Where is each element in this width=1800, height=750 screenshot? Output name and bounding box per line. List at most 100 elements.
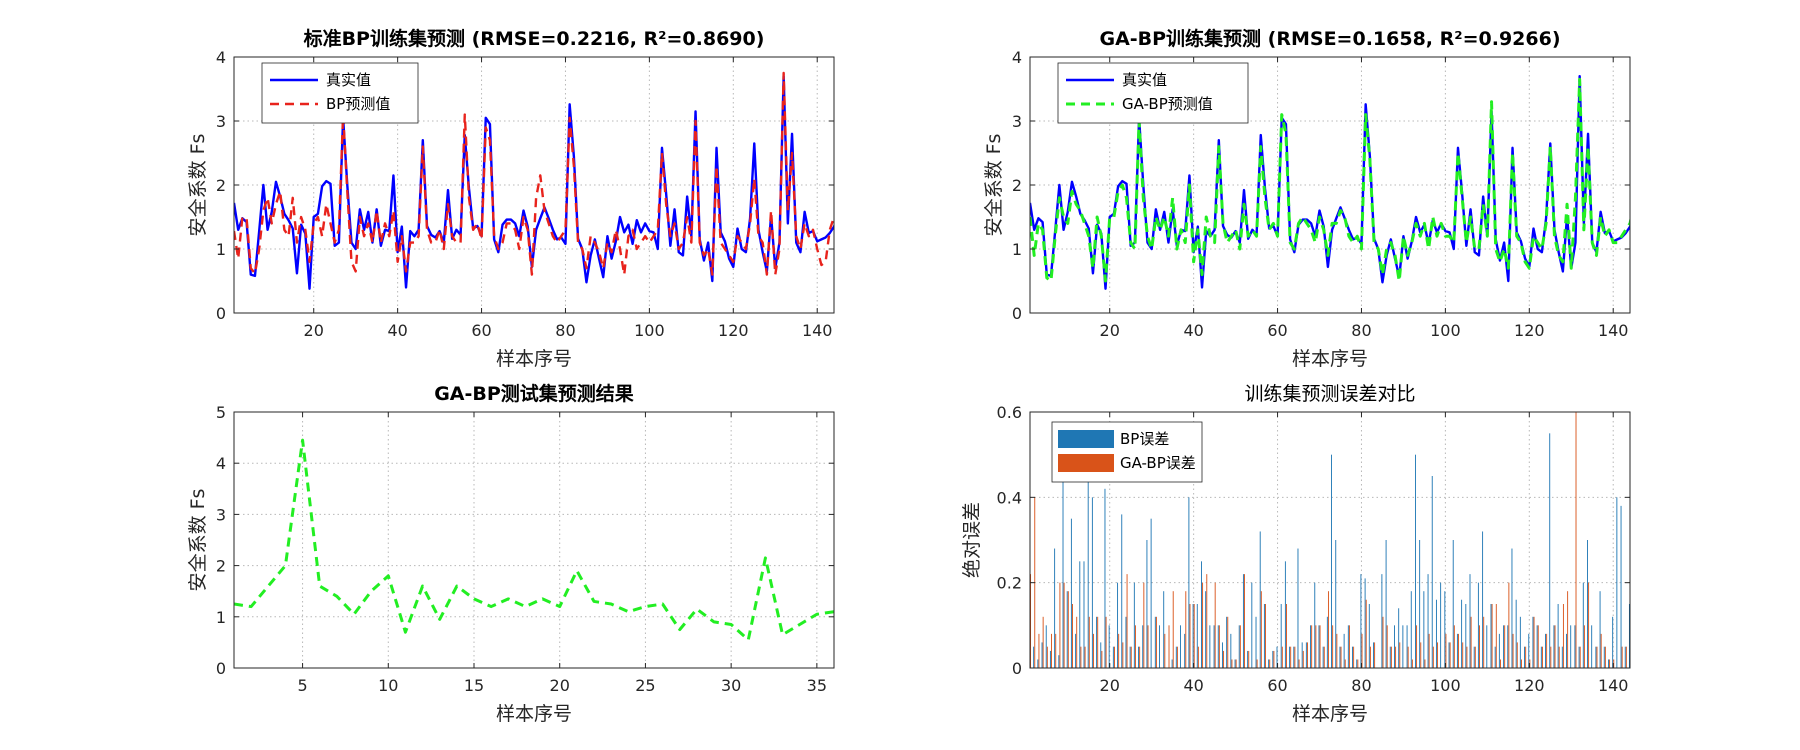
x-tick-label: 10	[378, 676, 398, 695]
y-tick-label: 0.6	[997, 403, 1022, 422]
bar-bp	[1335, 540, 1337, 668]
bar-gabp	[1063, 582, 1065, 668]
bar-gabp	[1239, 625, 1241, 668]
bar-bp	[1473, 646, 1475, 668]
bar-gabp	[1483, 616, 1485, 668]
series-line-2	[1030, 77, 1630, 283]
bar-gabp	[1399, 642, 1401, 668]
bar-bp	[1129, 646, 1131, 668]
bar-gabp	[1072, 604, 1073, 668]
bar-gabp	[1273, 650, 1275, 668]
bar-bp	[1242, 574, 1244, 668]
bar-gabp	[1533, 616, 1535, 668]
bar-gabp	[1474, 646, 1476, 668]
bar-bp	[1561, 646, 1563, 668]
x-tick-label: 100	[634, 321, 665, 340]
y-tick-label: 4	[216, 454, 226, 473]
bar-gabp	[1126, 574, 1128, 668]
bar-gabp	[1134, 625, 1136, 668]
bar-bp	[1142, 625, 1144, 668]
legend-label: BP预测值	[326, 95, 390, 113]
bar-bp	[1217, 625, 1219, 668]
bar-bp	[1096, 616, 1098, 668]
bar-bp	[1356, 659, 1358, 668]
bar-gabp	[1521, 659, 1522, 668]
bar-bp	[1255, 616, 1257, 668]
bar-gabp	[1206, 574, 1208, 668]
bar-gabp	[1059, 582, 1061, 668]
bar-bp	[1498, 633, 1500, 668]
bar-bp	[1477, 582, 1479, 668]
y-axis-label: 安全系数 Fs	[983, 134, 1005, 237]
bar-bp	[1184, 633, 1186, 668]
bar-bp	[1180, 625, 1181, 668]
bar-gabp	[1080, 646, 1082, 668]
bar-bp	[1079, 561, 1081, 668]
bar-bp	[1041, 642, 1043, 668]
bar-bp	[1507, 625, 1509, 668]
bar-bp	[1343, 633, 1345, 668]
bar-bp	[1226, 616, 1228, 668]
bar-bp	[1221, 642, 1223, 668]
bar-gabp	[1428, 633, 1430, 668]
legend: BP误差 GA-BP误差	[1051, 421, 1203, 483]
bar-gabp	[1562, 604, 1564, 668]
x-tick-label: 30	[721, 676, 741, 695]
chart-title: 标准BP训练集预测 (RMSE=0.2216, R²=0.8690)	[304, 27, 765, 50]
bar-bp	[1515, 599, 1517, 668]
bar-gabp	[1168, 625, 1170, 668]
bar-gabp	[1172, 591, 1174, 668]
x-axis-label: 样本序号	[496, 348, 572, 370]
bar-gabp	[1504, 625, 1506, 668]
bar-gabp	[1420, 642, 1422, 668]
bar-gabp	[1176, 646, 1178, 668]
y-tick-label: 0	[216, 304, 226, 323]
x-tick-label: 40	[1183, 676, 1203, 695]
bar-bp	[1603, 646, 1605, 668]
y-tick-label: 2	[216, 176, 226, 195]
bar-bp	[1238, 625, 1240, 668]
bar-gabp	[1604, 646, 1606, 668]
bar-gabp	[1223, 650, 1225, 668]
bar-bp	[1083, 561, 1085, 668]
bar-gabp	[1227, 616, 1229, 668]
bar-gabp	[1357, 659, 1359, 668]
y-tick-label: 3	[216, 112, 226, 131]
bar-gabp	[1290, 646, 1292, 668]
bar-bp	[1301, 642, 1303, 668]
bar-bp	[1196, 604, 1198, 668]
x-tick-label: 60	[1267, 676, 1287, 695]
y-tick-label: 0.2	[997, 574, 1022, 593]
bar-gabp	[1042, 616, 1044, 668]
bar-bp	[1171, 659, 1173, 668]
bar-gabp	[1093, 633, 1094, 668]
bar-bp	[1394, 625, 1395, 668]
bar-gabp	[1445, 633, 1447, 668]
bar-gabp	[1193, 604, 1195, 668]
bar-bp	[1150, 518, 1152, 668]
bar-gabp	[1030, 574, 1032, 668]
bar-gabp	[1579, 646, 1581, 668]
bar-gabp	[1307, 642, 1308, 668]
series-group	[1030, 74, 1630, 290]
bar-gabp	[1458, 633, 1459, 668]
bar-gabp	[1508, 582, 1510, 668]
x-tick-label: 60	[471, 321, 491, 340]
bar-bp	[1545, 633, 1546, 668]
bar-gabp	[1185, 591, 1187, 668]
bar-bp	[1465, 604, 1467, 668]
x-tick-label: 120	[718, 321, 749, 340]
bar-gabp	[1231, 659, 1233, 668]
bar-bp	[1402, 625, 1404, 668]
y-tick-label: 1	[1012, 240, 1022, 259]
bar-gabp	[1541, 646, 1543, 668]
bar-gabp	[1583, 625, 1585, 668]
bar-gabp	[1197, 646, 1199, 668]
bar-bp	[1087, 463, 1089, 668]
y-tick-label: 4	[216, 48, 226, 67]
bar-bp	[1272, 650, 1274, 668]
x-tick-label: 20	[1100, 676, 1120, 695]
y-tick-label: 4	[1012, 48, 1022, 67]
bar-gabp	[1164, 633, 1166, 668]
bar-bp	[1322, 646, 1324, 668]
